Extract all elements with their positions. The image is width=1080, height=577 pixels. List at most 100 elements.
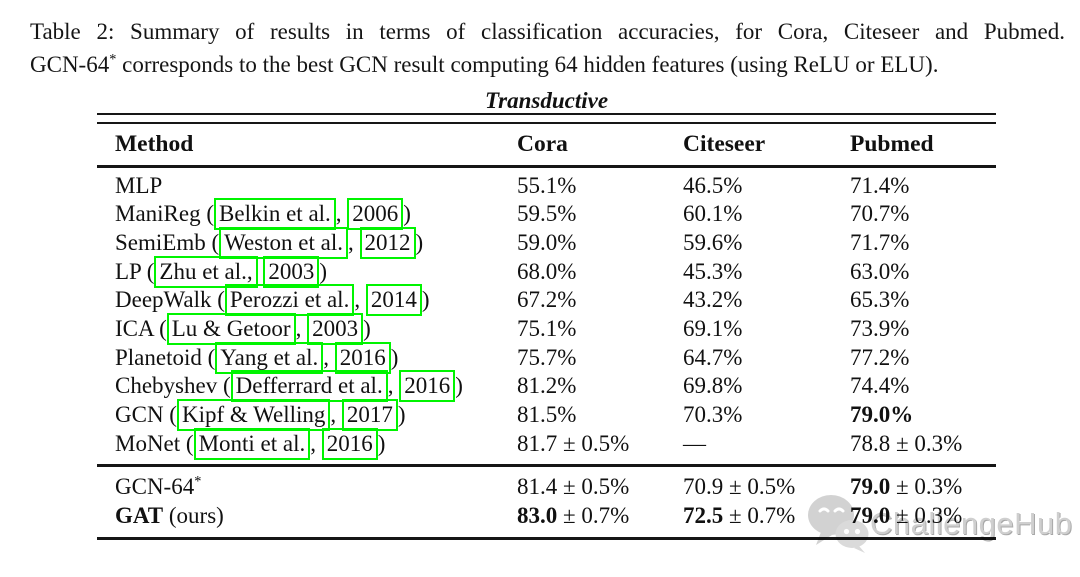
pubmed-value: 71.4% <box>850 172 910 198</box>
method-cell: SemiEmb (Weston et al., 2012) <box>115 226 517 259</box>
citeseer-value: 59.6% <box>683 229 743 255</box>
best-result-value: 79.0 <box>850 474 891 500</box>
citation-detection-box: Lu & Getoor <box>166 312 296 345</box>
citation-detection-box: Zhu et al., <box>154 255 258 288</box>
method-cell: MLP <box>115 172 163 198</box>
cora-value: 75.7% <box>517 344 577 370</box>
citation-detection-box: Monti et al. <box>193 427 311 460</box>
method-text: , <box>310 430 322 456</box>
citeseer-value: 46.5% <box>683 172 743 198</box>
method-cell: GCN (Kipf & Welling, 2017) <box>115 399 517 431</box>
method-cell: DeepWalk (Perozzi et al., 2014) <box>115 284 517 317</box>
pubmed-value: 79.0 ± 0.3% <box>850 472 996 501</box>
citeseer-value: 69.1% <box>683 315 743 341</box>
method-cell: Planetoid (Yang et al., 2016) <box>115 341 517 374</box>
method-text: Planetoid ( <box>115 344 216 370</box>
cora-value: 59.0% <box>517 229 577 255</box>
method-text: , <box>295 315 308 341</box>
citation-detection-box: 2017 <box>341 399 398 431</box>
stddev-text: ± 0.7% <box>723 503 796 529</box>
method-text: , <box>335 201 348 227</box>
method-cell: LP (Zhu et al., 2003) <box>115 255 517 288</box>
citation-detection-box: 2014 <box>365 284 422 317</box>
citeseer-value: 70.9 ± 0.5% <box>683 474 796 500</box>
caption-line-2: GCN-64* corresponds to the best GCN resu… <box>30 48 1065 81</box>
citeseer-value: 45.3% <box>683 258 743 284</box>
section-title-transductive: Transductive <box>484 88 609 113</box>
caption-gcn64: GCN-64 <box>30 52 110 77</box>
results-table: Method Cora Citeseer Pubmed MLP 55.1% 46… <box>97 113 996 541</box>
header-method: Method <box>115 131 194 157</box>
table-row-mlp: MLP 55.1% 46.5% 71.4% <box>97 172 996 201</box>
method-text: , <box>330 402 342 427</box>
citation-detection-box: 2016 <box>399 370 456 403</box>
citation-detection-box: Belkin et al. <box>214 198 336 231</box>
cora-value: 67.2% <box>517 287 577 313</box>
header-citeseer: Citeseer <box>683 131 766 157</box>
method-text: , <box>323 344 335 370</box>
pubmed-value: 65.3% <box>850 287 910 313</box>
method-text: LP ( <box>115 258 155 284</box>
pubmed-value: 77.2% <box>850 344 910 370</box>
method-cell: ManiReg (Belkin et al., 2006) <box>115 198 517 231</box>
table-header-row: Method Cora Citeseer Pubmed <box>97 124 996 165</box>
cora-value: 75.1% <box>517 315 577 341</box>
pubmed-value: 79.0 ± 0.3% <box>850 501 996 530</box>
table-row-planetoid: Planetoid (Yang et al., 2016) 75.7% 64.7… <box>97 341 996 374</box>
table-row-gcn: GCN (Kipf & Welling, 2017) 81.5% 70.3% 7… <box>97 399 996 431</box>
table-header-rule <box>97 165 996 168</box>
best-result-value: 83.0 <box>517 503 558 529</box>
citeseer-value: 60.1% <box>683 201 743 227</box>
caption-line-1: Table 2: Summary of results in terms of … <box>30 19 1065 44</box>
table-row-chebyshev: Chebyshev (Defferrard et al., 2016) 81.2… <box>97 370 996 403</box>
method-text: MoNet ( <box>115 430 194 456</box>
citeseer-value: 69.8% <box>683 373 743 399</box>
citation-detection-box: Yang et al. <box>215 341 324 374</box>
cora-value: 81.5% <box>517 402 577 427</box>
method-text: ) <box>421 287 430 313</box>
caption-line-2-rest: corresponds to the best GCN result compu… <box>116 52 939 77</box>
method-cell: ICA (Lu & Getoor, 2003) <box>115 312 517 345</box>
cora-value: 81.4 ± 0.5% <box>517 474 630 500</box>
citation-detection-box: Kipf & Welling <box>176 399 331 431</box>
method-text: ) <box>397 402 406 427</box>
citation-detection-box: 2003 <box>263 255 320 288</box>
stddev-text: ± 0.7% <box>557 503 630 529</box>
stddev-text: ± 0.3% <box>890 503 963 529</box>
best-result-value: 72.5 <box>683 503 724 529</box>
table-top-double-rule <box>97 113 996 124</box>
method-text: SemiEmb ( <box>115 229 220 255</box>
citation-detection-box: 2016 <box>334 341 391 374</box>
method-text: ) <box>455 373 463 399</box>
cora-value: 55.1% <box>517 172 577 198</box>
method-text: (ours) <box>163 503 224 529</box>
citeseer-value: 72.5 ± 0.7% <box>683 501 850 530</box>
citation-detection-box: Perozzi et al. <box>224 284 355 317</box>
pubmed-value: 74.4% <box>850 373 910 399</box>
citation-detection-box: 2003 <box>307 312 364 345</box>
method-text: ) <box>377 430 386 456</box>
pubmed-value: 79.0% <box>850 402 914 427</box>
header-cora: Cora <box>517 131 568 157</box>
cora-value: 81.7 ± 0.5% <box>517 430 630 456</box>
citation-detection-box: 2016 <box>321 427 378 460</box>
best-result-value: 79.0 <box>850 503 891 529</box>
citeseer-value: 43.2% <box>683 287 743 313</box>
cora-value: 68.0% <box>517 258 577 284</box>
method-cell: GCN-64* <box>115 472 517 501</box>
pubmed-value: 63.0% <box>850 258 910 284</box>
method-cell: Chebyshev (Defferrard et al., 2016) <box>115 370 517 403</box>
method-text: ) <box>403 201 411 227</box>
method-text: , <box>387 373 400 399</box>
table-mid-rule <box>97 464 996 468</box>
method-text: , <box>348 229 360 255</box>
citation-detection-box: Defferrard et al. <box>230 370 388 403</box>
table-caption: Table 2: Summary of results in terms of … <box>30 15 1065 81</box>
table-row-monet: MoNet (Monti et al., 2016) 81.7 ± 0.5% —… <box>97 427 996 460</box>
method-text: ) <box>415 229 424 255</box>
method-text: ) <box>319 258 328 284</box>
table-bottom-rule <box>97 537 996 541</box>
citeseer-value: 64.7% <box>683 344 743 370</box>
citation-detection-box: Weston et al. <box>219 226 349 259</box>
